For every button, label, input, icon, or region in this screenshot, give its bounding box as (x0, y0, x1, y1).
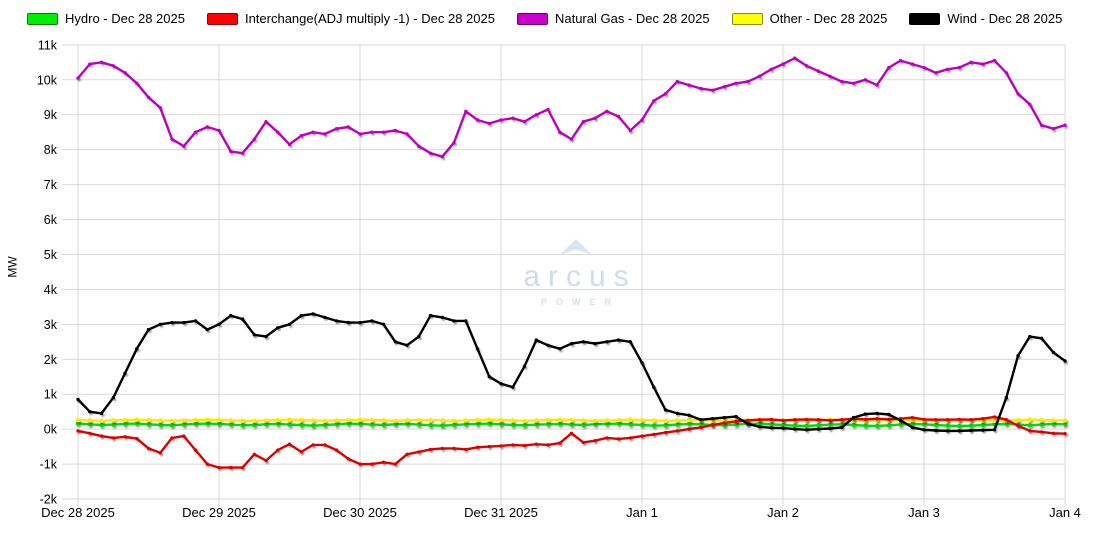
y-tick-label: 1k (44, 388, 58, 402)
legend-label-interchange: Interchange(ADJ multiply -1) - Dec 28 20… (244, 11, 495, 26)
legend-label-other: Other - Dec 28 2025 (769, 11, 888, 26)
y-tick-label: 10k (37, 73, 58, 87)
y-tick-label: 5k (44, 248, 58, 262)
legend-item-hydro[interactable]: Hydro - Dec 28 2025 (27, 11, 185, 26)
legend-item-natural-gas[interactable]: Natural Gas - Dec 28 2025 (516, 11, 710, 26)
x-tick-label: Jan 3 (908, 505, 940, 520)
x-tick-label: Jan 1 (626, 505, 658, 520)
legend-label-natural-gas: Natural Gas - Dec 28 2025 (554, 11, 710, 26)
y-tick-label: 3k (44, 318, 58, 332)
series-line-hydro (76, 422, 1067, 428)
x-tick-label: Dec 30 2025 (323, 505, 397, 520)
legend-swatch-wind (909, 12, 941, 25)
y-tick-label: -1k (40, 458, 58, 472)
y-tick-label: 6k (44, 213, 58, 227)
legend-swatch-natural-gas (516, 12, 548, 25)
y-tick-label: 11k (38, 38, 58, 52)
legend-label-wind: Wind - Dec 28 2025 (947, 11, 1063, 26)
y-tick-label: 0k (44, 423, 58, 437)
legend: Hydro - Dec 28 2025 Interchange(ADJ mult… (27, 11, 1062, 26)
legend-swatch-interchange (206, 12, 238, 25)
y-tick-label: 2k (44, 353, 58, 367)
y-tick-label: 9k (44, 108, 58, 122)
y-axis-title: MW (5, 256, 20, 278)
y-tick-label: 4k (44, 283, 58, 297)
y-tick-label: 8k (44, 143, 58, 157)
y-tick-label: -2k (40, 493, 58, 507)
legend-item-wind[interactable]: Wind - Dec 28 2025 (909, 11, 1062, 26)
legend-label-hydro: Hydro - Dec 28 2025 (65, 11, 185, 26)
series-line-wind (76, 312, 1067, 433)
x-tick-label: Dec 31 2025 (464, 505, 538, 520)
legend-item-interchange[interactable]: Interchange(ADJ multiply -1) - Dec 28 20… (206, 11, 495, 26)
x-tick-label: Dec 28 2025 (41, 505, 115, 520)
legend-swatch-other (731, 12, 763, 25)
series-wind (76, 312, 1067, 433)
x-tick-label: Jan 4 (1049, 505, 1081, 520)
legend-item-other[interactable]: Other - Dec 28 2025 (731, 11, 888, 26)
series-line-other (76, 418, 1067, 422)
y-tick-label: 7k (44, 178, 58, 192)
x-tick-label: Dec 29 2025 (182, 505, 256, 520)
series-line-natural-gas (76, 57, 1067, 158)
legend-swatch-hydro (27, 12, 58, 25)
x-tick-label: Jan 2 (767, 505, 799, 520)
